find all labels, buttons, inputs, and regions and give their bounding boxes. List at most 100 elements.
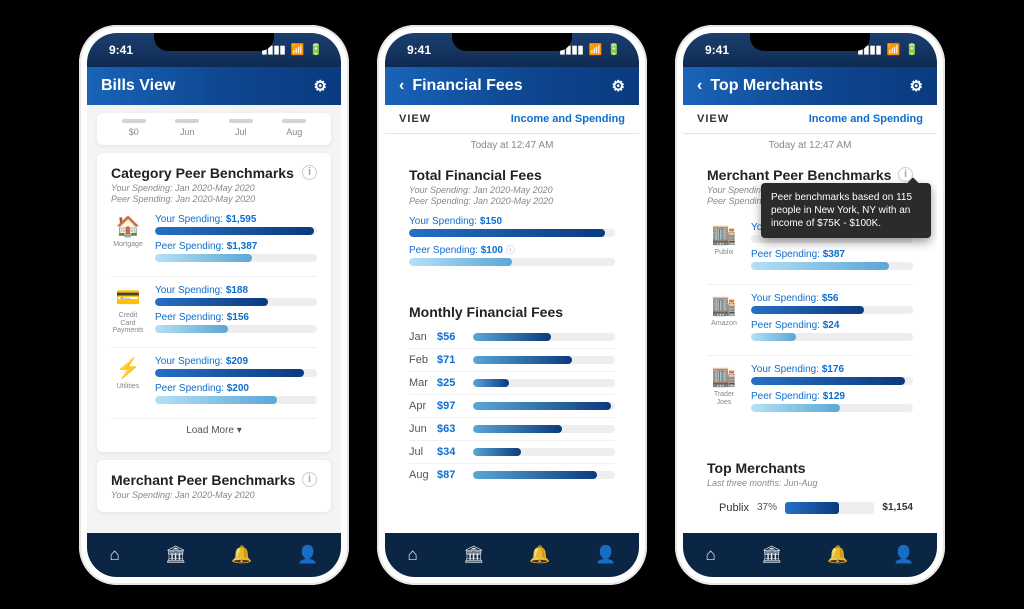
month-label: Jun xyxy=(180,127,195,137)
page-title: Financial Fees xyxy=(412,77,522,95)
category-label: Utilities xyxy=(111,383,145,391)
tab-bank-icon[interactable]: 🏛 xyxy=(165,545,187,565)
view-link[interactable]: Income and Spending xyxy=(511,113,625,125)
month-amount: $97 xyxy=(437,400,473,412)
page-title: Bills View xyxy=(101,77,175,95)
info-icon[interactable]: ⓘ xyxy=(506,245,515,255)
card-subtitle: Your Spending: Jan 2020-May 2020 xyxy=(111,183,317,195)
month-amount: $56 xyxy=(437,331,473,343)
tab-bank-icon[interactable]: 🏛 xyxy=(463,545,485,565)
total-fees-section: Total Financial Fees Your Spending: Jan … xyxy=(395,157,629,282)
your-spending-value: $209 xyxy=(226,356,248,367)
merchant-benchmarks-section: Merchant Peer Benchmarks i Your Spending… xyxy=(693,157,927,436)
peer-spending-label: Peer Spending: xyxy=(155,312,224,323)
tab-profile-icon[interactable]: 👤 xyxy=(893,545,914,565)
peer-spending-bar xyxy=(155,396,317,404)
your-spending-value: $188 xyxy=(226,285,248,296)
tab-home-icon[interactable]: ⌂ xyxy=(407,545,417,565)
status-time: 9:41 xyxy=(407,43,431,57)
month-label: Aug xyxy=(409,469,437,481)
peer-spending-label: Peer Spending: xyxy=(155,383,224,394)
monthly-fee-row: Jun$63 xyxy=(409,418,615,441)
merchant-label: Amazon xyxy=(707,320,741,328)
timestamp: Today at 12:47 AM xyxy=(385,134,639,157)
section-title: Top Merchants xyxy=(707,460,913,476)
peer-spending-bar xyxy=(751,333,913,341)
tab-alerts-icon[interactable]: 🔔 xyxy=(231,545,252,565)
merchant-benchmark-row: 🏬Trader JoesYour Spending: $176Peer Spen… xyxy=(707,355,913,426)
wifi-icon: 📶 xyxy=(589,43,603,56)
month-label: Aug xyxy=(286,127,302,137)
month-mini-chart: $0 Jun Jul Aug xyxy=(97,113,331,145)
tab-home-icon[interactable]: ⌂ xyxy=(109,545,119,565)
top-merchant-value: $1,154 xyxy=(882,502,913,513)
month-label: Apr xyxy=(409,400,437,412)
peer-spending-label: Peer Spending: xyxy=(155,241,224,252)
month-bar xyxy=(473,471,615,479)
peer-spending-bar xyxy=(751,262,913,270)
month-label: Feb xyxy=(409,354,437,366)
merchant-label: Publix xyxy=(707,249,741,257)
view-label: VIEW xyxy=(399,113,431,125)
month-bar xyxy=(473,356,615,364)
info-icon[interactable]: i xyxy=(302,165,317,180)
screen-header: ‹ Financial Fees ⚙ xyxy=(385,67,639,105)
section-title: Merchant Peer Benchmarks xyxy=(707,167,891,183)
your-spending-bar xyxy=(155,227,317,235)
settings-icon[interactable]: ⚙ xyxy=(910,77,923,95)
card-subtitle: Peer Spending: Jan 2020-May 2020 xyxy=(111,194,317,206)
section-subtitle: Your Spending: Jan 2020-May 2020 xyxy=(409,185,615,197)
monthly-fees-section: Monthly Financial Fees Jan$56Feb$71Mar$2… xyxy=(395,294,629,496)
tab-alerts-icon[interactable]: 🔔 xyxy=(827,545,848,565)
your-spending-label: Your Spending: xyxy=(409,216,477,227)
your-spending-value: $150 xyxy=(480,216,502,227)
settings-icon[interactable]: ⚙ xyxy=(612,77,625,95)
card-title: Merchant Peer Benchmarks xyxy=(111,472,295,488)
merchant-icon: 🏬Amazon xyxy=(707,293,741,328)
section-subtitle: Last three months: Jun-Aug xyxy=(707,478,913,490)
info-icon[interactable]: i xyxy=(302,472,317,487)
tab-profile-icon[interactable]: 👤 xyxy=(297,545,318,565)
category-icon: 🏠Mortgage xyxy=(111,214,145,249)
wifi-icon: 📶 xyxy=(887,43,901,56)
your-spending-value: $1,595 xyxy=(226,214,257,225)
category-icon: ⚡Utilities xyxy=(111,356,145,391)
month-bar xyxy=(473,448,615,456)
card-title: Category Peer Benchmarks xyxy=(111,165,294,181)
peer-spending-label: Peer Spending: xyxy=(409,245,478,256)
phone-top-merchants: 9:41 ▮▮▮▮ 📶 🔋 ‹ Top Merchants ⚙ VIEW Inc… xyxy=(675,25,945,585)
peer-spending-bar xyxy=(155,325,317,333)
back-icon[interactable]: ‹ xyxy=(399,77,404,95)
settings-icon[interactable]: ⚙ xyxy=(314,77,327,95)
wifi-icon: 📶 xyxy=(291,43,305,56)
tab-bar: ⌂ 🏛 🔔 👤 xyxy=(385,533,639,577)
month-bar xyxy=(473,379,615,387)
peer-spending-value: $387 xyxy=(823,249,845,260)
merchant-benchmarks-card: Merchant Peer Benchmarks i Your Spending… xyxy=(97,460,331,512)
battery-icon: 🔋 xyxy=(905,43,919,56)
your-spending-bar xyxy=(155,298,317,306)
monthly-fee-row: Mar$25 xyxy=(409,372,615,395)
your-spending-label: Your Spending: xyxy=(155,214,223,225)
monthly-fee-row: Apr$97 xyxy=(409,395,615,418)
screen-header: Bills View ⚙ xyxy=(87,67,341,105)
tab-profile-icon[interactable]: 👤 xyxy=(595,545,616,565)
tab-alerts-icon[interactable]: 🔔 xyxy=(529,545,550,565)
merchant-icon: 🏬Trader Joes xyxy=(707,364,741,406)
card-subtitle: Your Spending: Jan 2020-May 2020 xyxy=(111,490,317,502)
device-notch xyxy=(154,33,274,51)
your-spending-value: $56 xyxy=(822,293,839,304)
merchant-benchmark-row: 🏬AmazonYour Spending: $56Peer Spending: … xyxy=(707,284,913,355)
peer-spending-bar xyxy=(155,254,317,262)
tab-bank-icon[interactable]: 🏛 xyxy=(761,545,783,565)
back-icon[interactable]: ‹ xyxy=(697,77,702,95)
peer-spending-value: $200 xyxy=(227,383,249,394)
load-more-button[interactable]: Load More ▾ xyxy=(111,418,317,442)
merchant-label: Trader Joes xyxy=(707,391,741,406)
timestamp: Today at 12:47 AM xyxy=(683,134,937,157)
view-link[interactable]: Income and Spending xyxy=(809,113,923,125)
month-amount: $87 xyxy=(437,469,473,481)
top-merchant-bar xyxy=(785,502,874,514)
peer-spending-bar xyxy=(751,404,913,412)
tab-home-icon[interactable]: ⌂ xyxy=(705,545,715,565)
